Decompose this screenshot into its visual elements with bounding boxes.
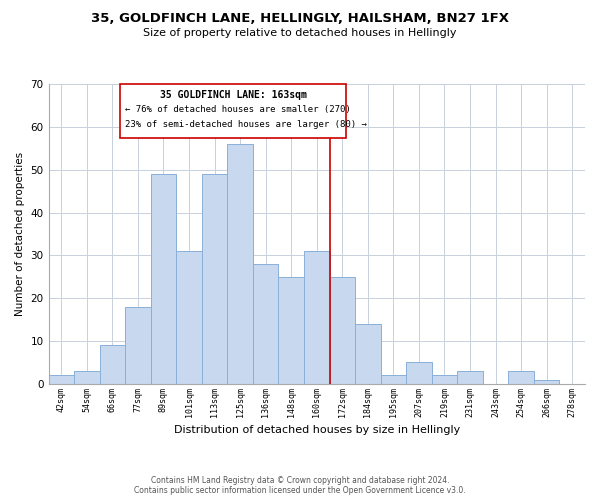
Bar	[432, 376, 457, 384]
Bar	[100, 346, 125, 384]
Bar	[202, 174, 227, 384]
Bar	[227, 144, 253, 384]
Text: Contains public sector information licensed under the Open Government Licence v3: Contains public sector information licen…	[134, 486, 466, 495]
Bar	[176, 251, 202, 384]
Bar	[406, 362, 432, 384]
Bar	[457, 371, 483, 384]
X-axis label: Distribution of detached houses by size in Hellingly: Distribution of detached houses by size …	[173, 425, 460, 435]
FancyBboxPatch shape	[120, 84, 346, 138]
Bar	[534, 380, 559, 384]
Text: 35, GOLDFINCH LANE, HELLINGLY, HAILSHAM, BN27 1FX: 35, GOLDFINCH LANE, HELLINGLY, HAILSHAM,…	[91, 12, 509, 26]
Bar	[304, 251, 329, 384]
Bar	[151, 174, 176, 384]
Bar	[508, 371, 534, 384]
Bar	[253, 264, 278, 384]
Y-axis label: Number of detached properties: Number of detached properties	[15, 152, 25, 316]
Bar	[74, 371, 100, 384]
Text: ← 76% of detached houses are smaller (270): ← 76% of detached houses are smaller (27…	[125, 106, 351, 114]
Bar	[49, 376, 74, 384]
Text: 35 GOLDFINCH LANE: 163sqm: 35 GOLDFINCH LANE: 163sqm	[160, 90, 307, 101]
Bar	[278, 277, 304, 384]
Bar	[329, 277, 355, 384]
Bar	[380, 376, 406, 384]
Text: 23% of semi-detached houses are larger (80) →: 23% of semi-detached houses are larger (…	[125, 120, 367, 130]
Text: Size of property relative to detached houses in Hellingly: Size of property relative to detached ho…	[143, 28, 457, 38]
Bar	[355, 324, 380, 384]
Bar	[125, 307, 151, 384]
Text: Contains HM Land Registry data © Crown copyright and database right 2024.: Contains HM Land Registry data © Crown c…	[151, 476, 449, 485]
